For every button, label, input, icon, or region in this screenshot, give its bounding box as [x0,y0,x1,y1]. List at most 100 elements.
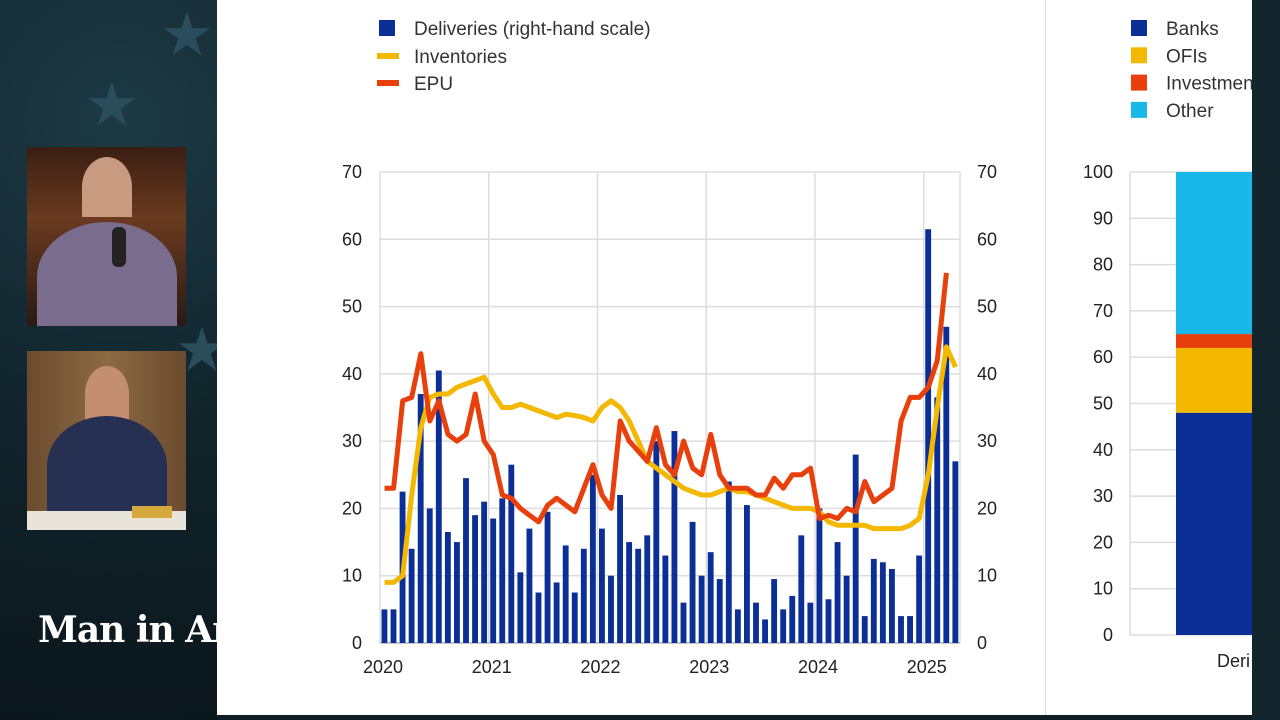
delivery-bar [472,515,478,643]
legend-label: Inventories [414,47,507,68]
delivery-bar [934,397,941,643]
delivery-bar [952,461,959,643]
delivery-bar [825,599,832,643]
delivery-bar [898,616,904,643]
stacked-segment-other [1176,172,1266,335]
delivery-bar [689,521,696,643]
delivery-bar [426,508,433,643]
delivery-bar [798,535,805,643]
delivery-bar [408,548,415,643]
y-tick-label: 40 [1093,440,1113,460]
delivery-bar [744,505,750,643]
delivery-bar [680,602,687,643]
divider [1045,0,1046,715]
delivery-bar [517,572,524,643]
delivery-bar [608,575,614,643]
y-right-tick-label: 60 [977,229,997,249]
microphone-icon [112,227,126,267]
delivery-bar [571,592,578,643]
delivery-bar [589,474,596,643]
webcam-guest [27,351,186,530]
delivery-bar [879,562,886,643]
delivery-bar [789,595,796,643]
delivery-bar [807,602,814,643]
delivery-bar [562,545,569,643]
stacked-segment-investmen [1176,334,1266,348]
delivery-bar [635,548,642,643]
delivery-bar [653,441,660,643]
y-tick-label: 0 [1103,625,1113,645]
delivery-bar [463,478,469,643]
video-border [1252,0,1280,720]
legend-label: Banks [1166,19,1219,40]
y-right-tick-label: 20 [977,498,997,518]
x-tick-label: 2022 [580,657,620,677]
delivery-bar [544,511,551,643]
delivery-bar [644,535,651,643]
delivery-bar [725,481,732,643]
y-tick-label: 50 [1093,394,1113,414]
delivery-bar [381,609,388,643]
y-right-tick-label: 50 [977,297,997,317]
y-tick-label: 30 [1093,486,1113,506]
delivery-bar [390,609,397,643]
legend-swatch-inventories [377,53,399,59]
legend-swatch [1131,101,1147,118]
legend-label: OFIs [1166,46,1207,67]
y-right-tick-label: 0 [977,633,987,653]
star-decoration-icon: ★ [160,1,214,68]
legend-swatch [1131,47,1147,64]
delivery-bar [617,494,623,643]
legend-swatch-epu [377,80,399,86]
y-tick-label: 70 [1093,301,1113,321]
y-left-tick-label: 30 [342,431,362,451]
x-tick-label: 2020 [363,657,403,677]
delivery-bar [834,542,841,643]
delivery-bar [698,575,705,643]
delivery-bar [454,542,460,643]
slide-panel [217,0,1252,715]
legend-swatch [1131,20,1147,36]
y-tick-label: 60 [1093,347,1113,367]
stacked-segment-ofis [1176,347,1266,413]
x-category-label: Deri [1217,651,1250,671]
delivery-bar [508,464,515,643]
y-right-tick-label: 30 [977,431,997,451]
y-right-tick-label: 40 [977,364,997,384]
legend-label: Investmen [1166,74,1254,95]
legend-swatch-deliveries [379,20,395,36]
y-left-tick-label: 20 [342,498,362,518]
delivery-bar [444,531,451,643]
star-decoration-icon: ★ [85,71,139,138]
delivery-bar [734,609,741,643]
stacked-segment-banks [1176,412,1266,635]
delivery-bar [852,454,859,643]
delivery-bar [925,229,932,643]
x-tick-label: 2021 [472,657,512,677]
delivery-bar [417,394,424,643]
delivery-bar [943,326,950,643]
y-tick-label: 80 [1093,255,1113,275]
y-left-tick-label: 70 [342,162,362,182]
legend-label: Deliveries (right-hand scale) [414,19,651,40]
delivery-bar [861,616,868,643]
delivery-bar [599,528,605,643]
delivery-bar [535,592,542,643]
delivery-bar [626,542,633,643]
y-tick-label: 100 [1083,162,1113,182]
webcam-host [27,147,186,326]
delivery-bar [907,616,913,643]
y-left-tick-label: 0 [352,633,362,653]
legend-swatch [1131,74,1147,91]
delivery-bar [553,582,560,643]
y-right-tick-label: 70 [977,162,997,182]
delivery-bar [662,555,669,643]
x-tick-label: 2023 [689,657,729,677]
x-tick-label: 2024 [798,657,838,677]
delivery-bar [753,602,759,643]
x-tick-label: 2025 [907,657,947,677]
delivery-bar [889,568,895,643]
legend-label: EPU [414,74,453,95]
y-tick-label: 20 [1093,532,1113,552]
